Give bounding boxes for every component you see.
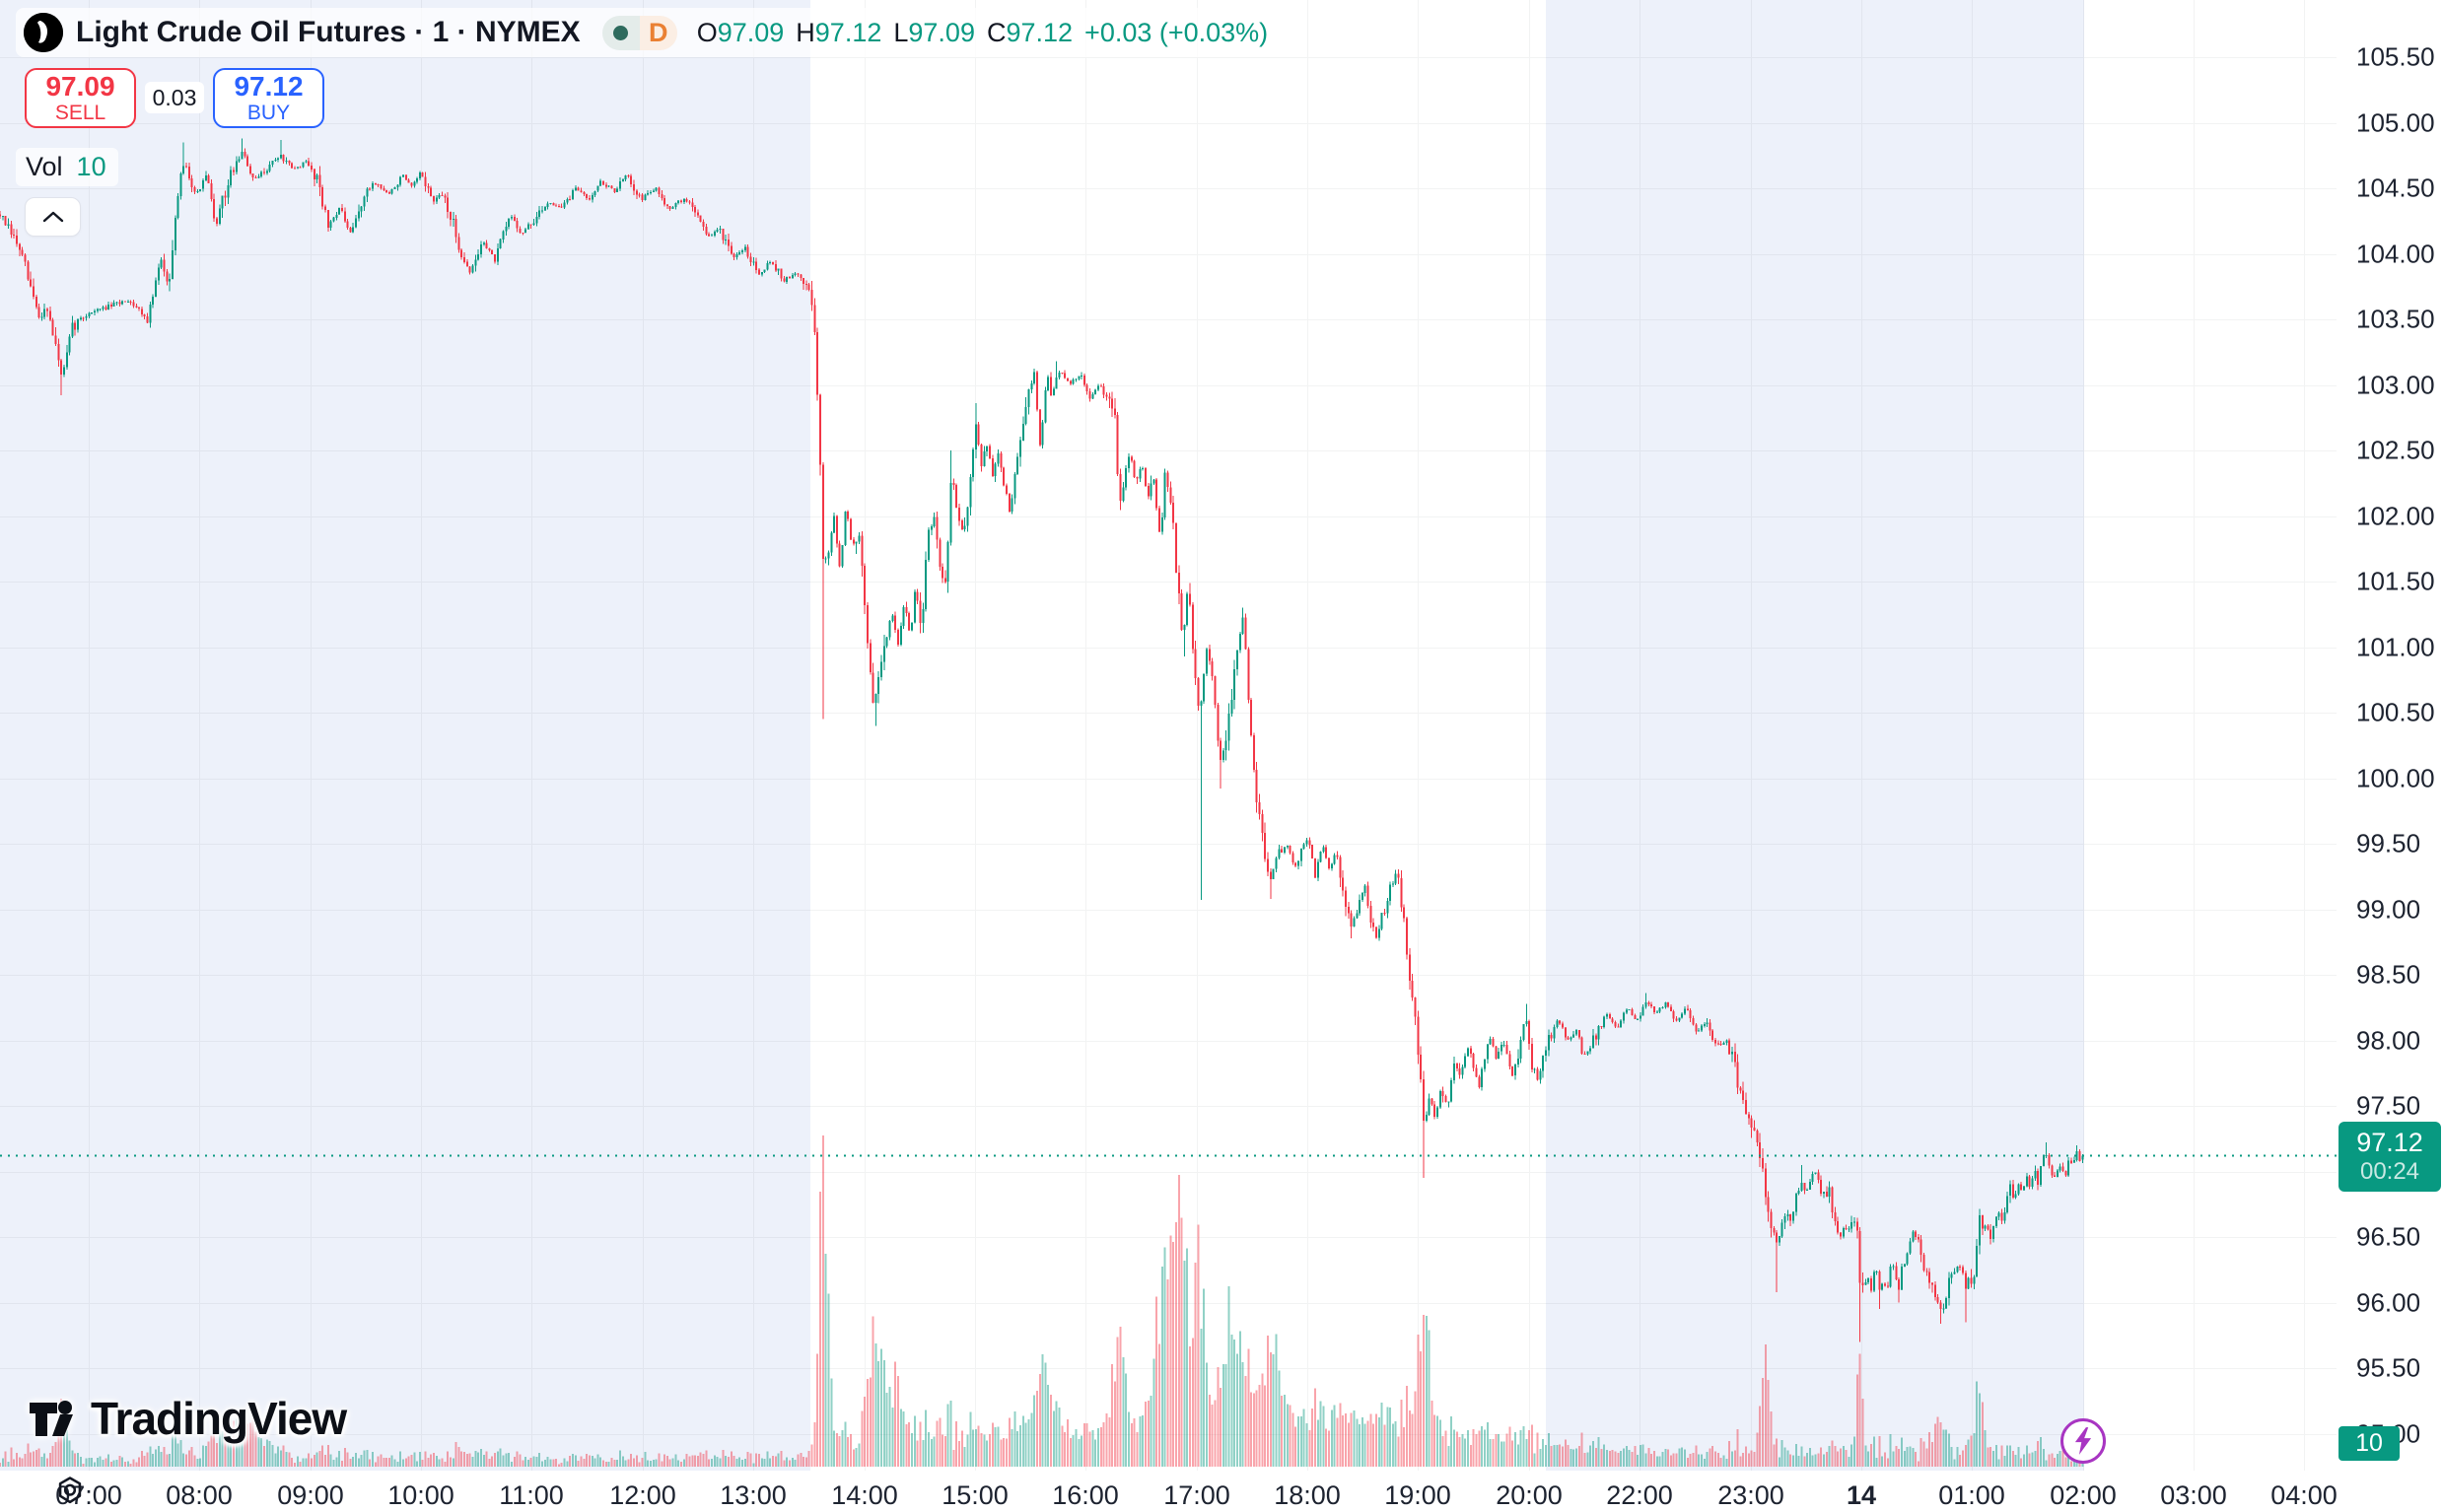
price-axis-label: 99.50 xyxy=(2356,828,2421,859)
buy-button[interactable]: 97.12 BUY xyxy=(213,68,324,128)
symbol-legend-row: Light Crude Oil Futures · 1 · NYMEX D O9… xyxy=(16,8,1283,57)
time-axis-label: 01:00 xyxy=(1938,1480,2005,1510)
time-axis-label: 19:00 xyxy=(1384,1480,1451,1510)
tradingview-logo-icon xyxy=(30,1401,73,1436)
high-label: H xyxy=(796,17,815,47)
close-label: C xyxy=(986,17,1007,47)
tradingview-watermark[interactable]: TradingView xyxy=(28,1392,347,1445)
price-axis-label: 97.50 xyxy=(2356,1090,2421,1121)
price-axis-label: 100.50 xyxy=(2356,697,2435,727)
time-axis-label: 16:00 xyxy=(1052,1480,1119,1510)
low-label: L xyxy=(893,17,909,47)
open-label: O xyxy=(696,17,718,47)
volume-label: Vol xyxy=(26,152,63,181)
symbol-title[interactable]: Light Crude Oil Futures · 1 · NYMEX xyxy=(76,16,581,48)
ohlc-readout: O97.09 H97.12 L97.09 C97.12 +0.03 (+0.03… xyxy=(697,18,1269,48)
time-axis-label: 22:00 xyxy=(1606,1480,1673,1510)
time-axis-label: 03:00 xyxy=(2160,1480,2227,1510)
price-axis-label: 102.00 xyxy=(2356,501,2435,530)
price-axis-label: 96.00 xyxy=(2356,1287,2421,1317)
buy-price: 97.12 xyxy=(234,70,304,102)
price-axis-label: 99.00 xyxy=(2356,894,2421,924)
axis-settings-button[interactable] xyxy=(51,1473,89,1508)
gear-icon xyxy=(58,1477,82,1504)
price-axis-label: 101.00 xyxy=(2356,632,2435,661)
sell-label: SELL xyxy=(54,101,106,124)
time-axis-label: 13:00 xyxy=(720,1480,787,1510)
last-price-label: 97.12 00:24 xyxy=(2338,1121,2441,1192)
price-axis-label: 104.00 xyxy=(2356,239,2435,268)
time-axis-label: 02:00 xyxy=(2050,1480,2117,1510)
price-axis-label: 100.00 xyxy=(2356,763,2435,792)
time-axis-label: 08:00 xyxy=(166,1480,233,1510)
price-axis-label: 98.00 xyxy=(2356,1025,2421,1055)
price-axis[interactable]: 95.0095.5096.0096.5097.0097.5098.0098.50… xyxy=(2337,0,2443,1512)
market-status-dot-icon xyxy=(613,25,629,40)
chevron-up-icon xyxy=(42,211,63,223)
change-value: +0.03 (+0.03%) xyxy=(1084,17,1269,47)
bar-countdown: 00:24 xyxy=(2359,1157,2420,1185)
sell-button[interactable]: 97.09 SELL xyxy=(25,68,136,128)
instant-trading-button[interactable] xyxy=(2060,1418,2106,1464)
tradingview-watermark-text: TradingView xyxy=(91,1393,347,1444)
time-axis-label: 20:00 xyxy=(1496,1480,1563,1510)
low-value: 97.09 xyxy=(908,17,975,47)
high-value: 97.12 xyxy=(814,17,882,47)
market-status-dot-segment xyxy=(601,15,640,50)
time-axis-label: 12:00 xyxy=(609,1480,676,1510)
price-axis-label: 95.50 xyxy=(2356,1352,2421,1383)
price-axis-label: 98.50 xyxy=(2356,959,2421,990)
price-axis-label: 105.50 xyxy=(2356,41,2435,72)
time-axis-label: 04:00 xyxy=(2270,1480,2338,1510)
delayed-data-badge: D xyxy=(639,15,677,50)
time-axis-label: 14:00 xyxy=(831,1480,898,1510)
crude-oil-logo-icon xyxy=(24,13,63,52)
close-value: 97.12 xyxy=(1006,17,1074,47)
symbol-logo xyxy=(24,13,63,52)
last-price-value: 97.12 xyxy=(2356,1127,2423,1157)
time-axis-label: 11:00 xyxy=(499,1480,564,1510)
time-axis-label: 17:00 xyxy=(1163,1480,1230,1510)
price-axis-label: 102.50 xyxy=(2356,435,2435,465)
lightning-bolt-icon xyxy=(2074,1427,2092,1455)
time-axis-label: 23:00 xyxy=(1717,1480,1784,1510)
open-value: 97.09 xyxy=(717,17,785,47)
volume-indicator-row: Vol 10 xyxy=(16,148,118,186)
volume-axis-badge: 10 xyxy=(2338,1426,2400,1461)
market-status-pill[interactable]: D xyxy=(601,15,677,50)
price-axis-label: 104.50 xyxy=(2356,172,2435,203)
price-axis-label: 105.00 xyxy=(2356,107,2435,137)
time-axis-label: 14 xyxy=(1846,1480,1877,1510)
price-axis-label: 103.50 xyxy=(2356,304,2435,334)
sell-price: 97.09 xyxy=(45,70,115,102)
time-axis-label: 10:00 xyxy=(387,1480,454,1510)
buy-label: BUY xyxy=(246,101,291,124)
time-axis[interactable]: 07:00 08:00 09:00 10:00 11:00 12:00 13:00 14:00… xyxy=(0,1473,2443,1512)
price-axis-label: 103.00 xyxy=(2356,370,2435,399)
price-axis-label: 96.50 xyxy=(2356,1221,2421,1252)
volume-value: 10 xyxy=(76,152,106,181)
price-axis-label: 101.50 xyxy=(2356,566,2435,596)
spread-value: 0.03 xyxy=(136,82,213,113)
trade-panel: 97.09 SELL 0.03 97.12 BUY xyxy=(25,68,324,128)
collapse-legend-button[interactable] xyxy=(25,197,81,237)
time-axis-label: 09:00 xyxy=(277,1480,344,1510)
time-axis-label: 18:00 xyxy=(1274,1480,1341,1510)
time-axis-label: 15:00 xyxy=(942,1480,1009,1510)
